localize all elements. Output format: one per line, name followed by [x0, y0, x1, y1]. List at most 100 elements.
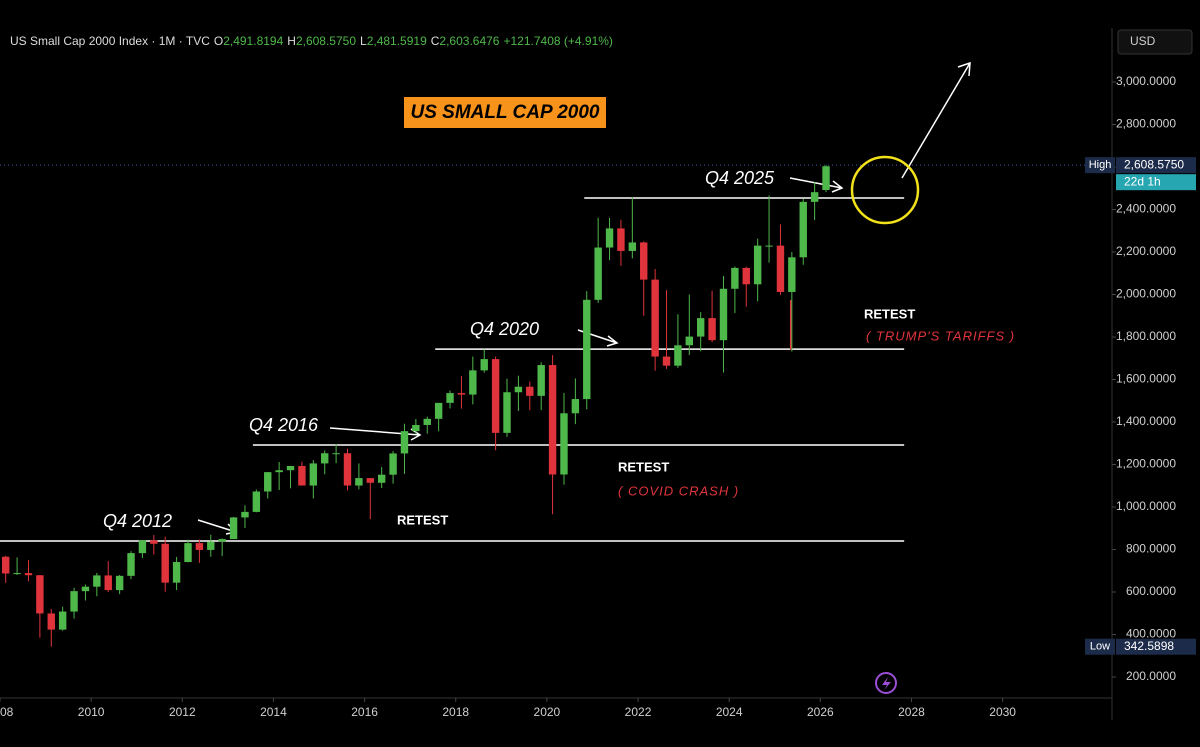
candle-body: [765, 245, 773, 247]
event-icon-bolt: [882, 677, 891, 690]
annotation: RETEST: [618, 459, 669, 474]
candle-body: [400, 431, 409, 454]
candle-body: [446, 393, 454, 403]
high-label: High: [1089, 159, 1112, 171]
candle-body: [674, 345, 682, 366]
candle-body: [514, 386, 523, 393]
candle-body: [252, 491, 261, 512]
y-tick-label: 2,800.0000: [1116, 117, 1176, 131]
candle-body: [799, 201, 807, 258]
candle-body: [617, 228, 625, 251]
candle-body: [172, 562, 181, 583]
candle-body: [640, 242, 648, 280]
y-tick-label: 600.0000: [1126, 584, 1176, 598]
candle-body: [719, 288, 728, 341]
candle-body: [685, 336, 694, 346]
title: US SMALL CAP 2000: [411, 102, 600, 123]
ohlc-label: O: [214, 34, 223, 48]
x-tick-label: 2020: [534, 705, 561, 719]
candle-body: [605, 228, 614, 248]
annotation: RETEST: [864, 306, 915, 321]
currency: USD: [1130, 34, 1156, 48]
candle-body: [36, 575, 44, 614]
candle-body: [1, 556, 10, 574]
y-tick-label: 400.0000: [1126, 627, 1176, 641]
y-tick-label: 1,200.0000: [1116, 457, 1176, 471]
candle-body: [93, 575, 101, 587]
candle-body: [286, 465, 295, 471]
candle-body: [24, 573, 33, 576]
candle-body: [70, 591, 78, 612]
ohlc-label: L: [360, 34, 367, 48]
x-tick-label: 2014: [260, 705, 287, 719]
x-tick-label: 2010: [78, 705, 105, 719]
candle-body: [434, 402, 443, 419]
candle-body: [822, 166, 830, 190]
x-tick-label: 2028: [898, 705, 925, 719]
highlight-circle: [850, 155, 920, 225]
low-value-box: [1116, 638, 1196, 655]
candle-body: [753, 245, 762, 285]
candle-body: [526, 386, 534, 396]
annotation: Q4 2016: [249, 415, 319, 435]
candle-body: [560, 413, 568, 475]
y-tick-label: 2,000.0000: [1116, 287, 1176, 301]
candle-body: [229, 517, 238, 540]
candle-body: [138, 540, 147, 554]
candle-body: [104, 575, 112, 591]
x-tick-label: 2030: [989, 705, 1016, 719]
change: +121.7408 (+4.91%): [503, 34, 612, 48]
candle-body: [571, 399, 580, 414]
x-tick-label: 2012: [169, 705, 196, 719]
candle-body: [377, 474, 386, 483]
candle-body: [469, 370, 477, 395]
y-tick-label: 1,600.0000: [1116, 372, 1176, 386]
candle-body: [696, 318, 705, 337]
candle-body: [491, 359, 500, 433]
ohlc-label: H: [287, 34, 296, 48]
y-tick-label: 200.0000: [1126, 669, 1176, 683]
y-tick-label: 1,400.0000: [1116, 414, 1176, 428]
candle-body: [275, 470, 283, 473]
candle-body: [810, 192, 819, 202]
y-tick-label: 3,000.0000: [1116, 74, 1176, 88]
candle-body: [195, 543, 204, 550]
candle-body: [742, 267, 750, 285]
currency-box: [1117, 29, 1193, 55]
arrow: [901, 61, 971, 179]
y-tick-label: 2,400.0000: [1116, 202, 1176, 216]
ohlc-label: C: [431, 34, 440, 48]
candle-body: [651, 279, 659, 357]
candle-body: [343, 453, 352, 486]
symbol: US Small Cap 2000 Index · 1M · TVC: [10, 34, 210, 48]
candle-body: [47, 613, 55, 630]
ohlc-value: 2,481.5919: [367, 34, 427, 48]
annotation: ( COVID CRASH ): [618, 483, 739, 498]
candle-body: [264, 472, 272, 492]
candle-body: [207, 541, 215, 550]
annotation: Q4 2020: [470, 319, 539, 339]
candle-body: [218, 539, 226, 542]
candle-body: [58, 611, 67, 630]
candle-body: [298, 465, 306, 486]
candle-body: [81, 586, 90, 592]
candle-body: [366, 478, 374, 483]
annotation: ( TRUMP'S TARIFFS ): [866, 328, 1015, 343]
countdown-box: [1116, 174, 1196, 191]
y-tick-label: 2,200.0000: [1116, 244, 1176, 258]
annotation: Q4 2012: [103, 511, 172, 531]
candle-body: [662, 356, 671, 366]
high-value: 2,608.5750: [1124, 157, 1184, 171]
candle-body: [321, 453, 329, 464]
candle-body: [150, 540, 158, 544]
candle-body: [548, 365, 557, 475]
ohlc-value: 2,603.6476: [439, 34, 499, 48]
x-tick-label: 2024: [716, 705, 743, 719]
candle-body: [457, 393, 466, 395]
candle-body: [423, 418, 431, 425]
candle-body: [537, 365, 545, 396]
candle-body: [115, 575, 124, 591]
candle-body: [184, 543, 192, 563]
candle-body: [355, 478, 363, 486]
